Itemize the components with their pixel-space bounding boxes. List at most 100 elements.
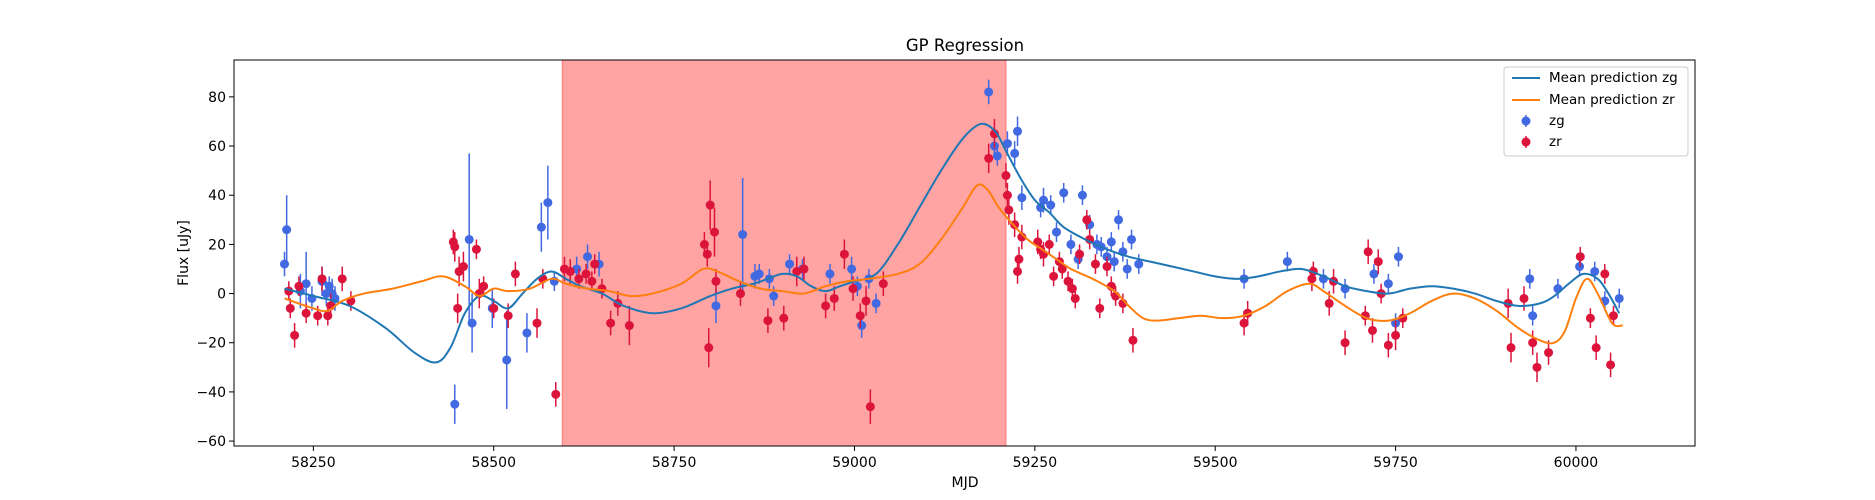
point-zr — [1324, 298, 1334, 308]
point-zr — [565, 266, 575, 276]
point-zr — [1017, 232, 1027, 242]
point-zr — [848, 284, 858, 294]
legend-swatch-zr-points — [1521, 136, 1531, 148]
point-zg — [847, 264, 857, 274]
point-zr — [587, 276, 597, 286]
point-zg — [992, 151, 1002, 161]
point-zr — [1383, 340, 1393, 350]
point-zg — [1109, 257, 1119, 267]
x-tick-label: 58250 — [291, 455, 336, 471]
point-zr — [1519, 293, 1529, 303]
point-zr — [1506, 343, 1516, 353]
point-zr — [1340, 338, 1350, 348]
point-zg — [785, 259, 795, 269]
point-zg — [1528, 311, 1538, 321]
point-zr — [711, 276, 721, 286]
point-zr — [1102, 262, 1112, 272]
point-zr — [624, 321, 634, 331]
legend: Mean prediction zg Mean prediction zr zg… — [1503, 66, 1689, 157]
x-axis: 58250 58500 58750 59000 59250 59500 59750 60000 — [291, 446, 1598, 471]
point-zr — [1057, 264, 1067, 274]
point-zr — [503, 311, 513, 321]
point-zr — [1044, 239, 1054, 249]
y-tick-label: 0 — [217, 287, 226, 303]
point-zr — [590, 259, 600, 269]
point-zr — [510, 269, 520, 279]
point-zr — [301, 308, 311, 318]
point-zr — [989, 129, 999, 139]
point-zr — [735, 289, 745, 299]
point-zg — [522, 328, 532, 338]
point-zr — [821, 301, 831, 311]
point-zg — [1590, 266, 1600, 276]
point-zr — [839, 249, 849, 259]
x-tick-label: 58750 — [652, 455, 697, 471]
point-zg — [1002, 139, 1012, 149]
point-zr — [1307, 274, 1317, 284]
point-zr — [1606, 360, 1616, 370]
point-zg — [1013, 126, 1023, 136]
highlight-span — [561, 59, 1007, 447]
y-tick-label: −20 — [196, 336, 226, 352]
point-zg — [1282, 257, 1292, 267]
y-tick-label: −40 — [196, 385, 226, 401]
point-zg — [1017, 193, 1027, 203]
point-zr — [290, 330, 300, 340]
point-zg — [857, 321, 867, 331]
point-zg — [280, 259, 290, 269]
x-tick-label: 59000 — [832, 455, 877, 471]
point-zr — [1090, 259, 1100, 269]
point-zg — [282, 225, 292, 235]
y-axis: −60 −40 −20 0 20 40 60 80 — [196, 90, 234, 450]
y-axis-label: Flux [uJy] — [176, 220, 192, 286]
point-zr — [294, 281, 304, 291]
point-zr — [1391, 330, 1401, 340]
point-zr — [855, 311, 865, 321]
x-tick-label: 58500 — [471, 455, 516, 471]
point-zg — [1393, 252, 1403, 262]
point-zr — [1082, 215, 1092, 225]
point-zr — [829, 293, 839, 303]
point-zr — [710, 227, 720, 237]
point-zr — [1600, 269, 1610, 279]
point-zr — [1528, 338, 1538, 348]
point-zr — [574, 274, 584, 284]
point-zg — [464, 234, 474, 244]
point-zr — [532, 318, 542, 328]
point-zg — [1010, 148, 1020, 158]
point-zg — [825, 269, 835, 279]
point-zr — [1591, 343, 1601, 353]
point-zg — [1553, 284, 1563, 294]
point-zr — [1585, 313, 1595, 323]
point-zr — [1063, 276, 1073, 286]
point-zr — [878, 279, 888, 289]
point-zg — [1039, 195, 1049, 205]
point-zr — [1532, 362, 1542, 372]
highlight-span-layer — [561, 59, 1007, 447]
point-zr — [1014, 254, 1024, 264]
point-zr — [704, 343, 714, 353]
point-zg — [1383, 279, 1393, 289]
point-zr — [1049, 271, 1059, 281]
point-zg — [1114, 215, 1124, 225]
legend-label-zg-points: zg — [1549, 113, 1565, 129]
point-zg — [1051, 227, 1061, 237]
point-zr — [792, 266, 802, 276]
point-zr — [450, 242, 460, 252]
point-zg — [301, 279, 311, 289]
point-zg — [738, 230, 748, 240]
y-tick-label: 80 — [208, 90, 226, 106]
point-zg — [1106, 237, 1116, 247]
y-tick-label: 20 — [208, 237, 226, 253]
point-zg — [543, 198, 553, 208]
point-zg — [754, 269, 764, 279]
y-tick-label: 60 — [208, 139, 226, 155]
point-zr — [779, 313, 789, 323]
point-zr — [705, 200, 715, 210]
y-tick-label: 40 — [208, 188, 226, 204]
point-zr — [551, 389, 561, 399]
point-zg — [1614, 293, 1624, 303]
point-zr — [1013, 266, 1023, 276]
y-tick-label: −60 — [196, 434, 226, 450]
